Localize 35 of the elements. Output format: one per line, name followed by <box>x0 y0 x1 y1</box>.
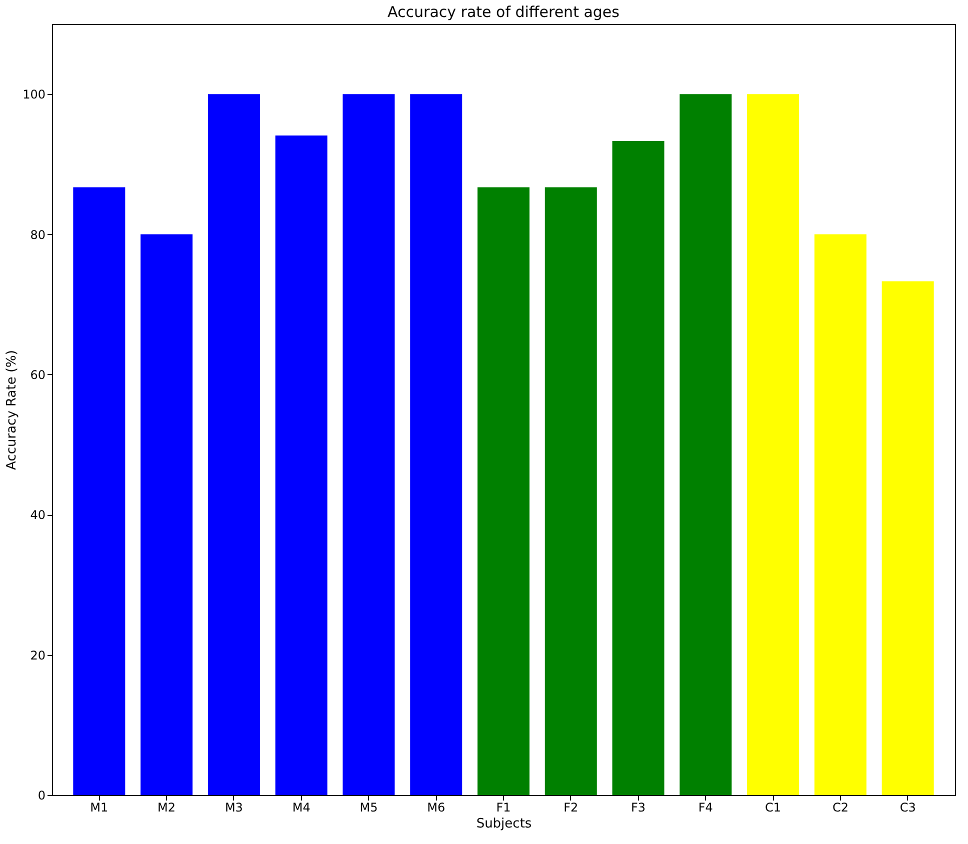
y-tick-label: 0 <box>38 788 46 802</box>
bar <box>478 187 530 795</box>
y-tick-label: 100 <box>22 88 46 102</box>
x-tick-label: M6 <box>427 800 446 814</box>
x-tick-label: F3 <box>631 800 646 814</box>
x-tick-label: M4 <box>292 800 310 814</box>
bar <box>747 94 800 795</box>
bar <box>882 281 934 795</box>
x-tick-label: M2 <box>158 800 176 814</box>
bar <box>680 94 732 795</box>
y-tick-label: 40 <box>30 508 46 522</box>
x-tick-label: M5 <box>360 800 378 814</box>
x-tick-label: C1 <box>765 800 782 814</box>
x-tick-label: F2 <box>564 800 578 814</box>
bar <box>275 135 328 795</box>
x-tick-label: F4 <box>698 800 713 814</box>
chart-title: Accuracy rate of different ages <box>388 3 620 21</box>
bar <box>342 94 395 795</box>
bar <box>73 187 126 795</box>
bar <box>208 94 260 795</box>
y-tick-label: 60 <box>30 368 46 382</box>
x-tick-label: F1 <box>496 800 511 814</box>
x-tick-label: M3 <box>224 800 243 814</box>
bar <box>410 94 462 795</box>
y-tick-label: 80 <box>30 228 46 242</box>
x-axis-title: Subjects <box>476 816 532 832</box>
bar <box>612 141 664 795</box>
bar <box>544 187 597 795</box>
x-tick-label: M1 <box>90 800 108 814</box>
bar <box>140 234 193 795</box>
bar <box>814 234 866 795</box>
y-axis-title: Accuracy Rate (%) <box>4 350 20 470</box>
x-tick-label: C2 <box>832 800 848 814</box>
x-tick-label: C3 <box>900 800 916 814</box>
y-tick-label: 20 <box>30 648 46 662</box>
